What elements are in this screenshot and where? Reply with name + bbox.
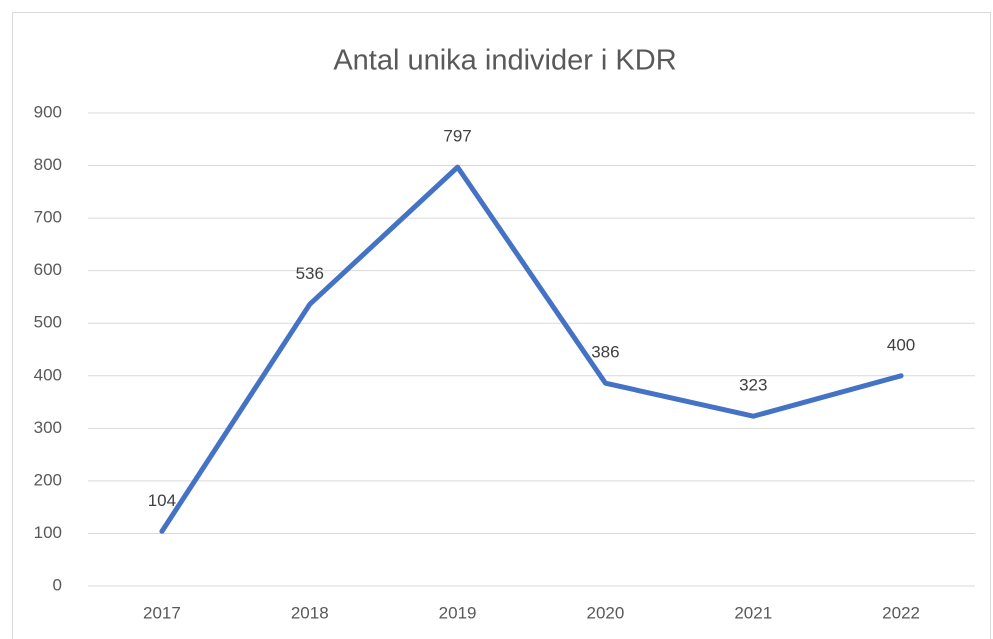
y-tick-label: 100	[34, 523, 62, 542]
chart-border	[12, 12, 991, 639]
x-tick-label: 2021	[734, 603, 772, 622]
x-tick-label: 2019	[439, 603, 477, 622]
y-tick-label: 0	[53, 575, 62, 594]
data-label: 536	[296, 264, 324, 283]
y-tick-label: 300	[34, 418, 62, 437]
x-tick-label: 2017	[143, 603, 181, 622]
data-label: 400	[887, 335, 915, 354]
data-label: 386	[591, 343, 619, 362]
x-tick-label: 2020	[587, 603, 625, 622]
data-label: 797	[443, 127, 471, 146]
y-tick-label: 700	[34, 208, 62, 227]
chart-title: Antal unika individer i KDR	[333, 45, 676, 77]
x-tick-label: 2018	[291, 603, 329, 622]
line	[159, 164, 904, 534]
data-label: 323	[739, 376, 767, 395]
y-tick-label: 600	[34, 260, 62, 279]
data-label: 104	[148, 491, 176, 510]
x-tick-label: 2022	[882, 603, 920, 622]
y-tick-label: 800	[34, 155, 62, 174]
y-tick-label: 900	[34, 102, 62, 121]
y-tick-label: 500	[34, 313, 62, 332]
y-tick-label: 200	[34, 470, 62, 489]
y-tick-label: 400	[34, 365, 62, 384]
